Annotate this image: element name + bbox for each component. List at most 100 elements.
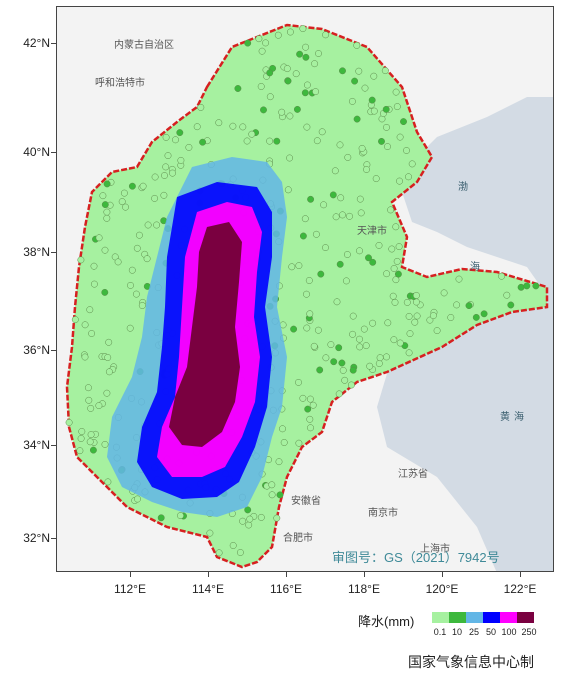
station-dot bbox=[114, 258, 122, 266]
station-dot bbox=[103, 208, 111, 216]
legend-color-bar bbox=[432, 612, 534, 623]
place-shanghai: 上海市 bbox=[420, 544, 450, 555]
station-dot bbox=[355, 67, 363, 75]
station-dot bbox=[447, 314, 455, 321]
station-dot bbox=[206, 529, 214, 537]
station-dot bbox=[279, 425, 286, 433]
station-dot bbox=[276, 491, 284, 499]
station-dot bbox=[236, 549, 244, 556]
station-dot bbox=[349, 312, 357, 320]
station-dot bbox=[160, 191, 168, 199]
station-dot bbox=[193, 123, 201, 131]
legend-tick-25: 25 bbox=[468, 627, 480, 637]
station-dot bbox=[84, 384, 92, 392]
station-dot bbox=[176, 129, 184, 137]
station-dot bbox=[143, 255, 151, 263]
station-dot bbox=[368, 96, 376, 104]
place-inner-mongolia: 内蒙古自治区 bbox=[114, 40, 174, 51]
sea-label-hai-1: 海 bbox=[470, 262, 480, 273]
lon-label-116: 116°E bbox=[270, 582, 302, 596]
station-dot bbox=[120, 189, 128, 197]
lon-tick bbox=[520, 572, 521, 577]
lat-label-32: 32°N bbox=[23, 531, 50, 545]
station-dot bbox=[339, 366, 347, 374]
station-dot bbox=[455, 275, 463, 283]
station-dot bbox=[356, 247, 363, 255]
station-dot bbox=[327, 341, 335, 349]
station-dot bbox=[197, 103, 205, 111]
lon-tick bbox=[130, 572, 131, 577]
station-dot bbox=[349, 366, 357, 374]
place-tianjin: 天津市 bbox=[357, 226, 387, 237]
station-dot bbox=[118, 198, 126, 206]
station-dot bbox=[356, 335, 363, 343]
station-dot bbox=[343, 251, 351, 258]
station-dot bbox=[433, 327, 441, 335]
lon-label-112: 112°E bbox=[114, 582, 146, 596]
station-dot bbox=[304, 405, 312, 413]
station-dot bbox=[383, 353, 390, 361]
station-dot bbox=[376, 354, 384, 362]
station-dot bbox=[103, 214, 111, 222]
station-dot bbox=[517, 283, 525, 291]
station-dot bbox=[331, 167, 339, 175]
legend-swatch-2 bbox=[466, 612, 483, 623]
station-dot bbox=[299, 232, 307, 240]
station-dot bbox=[86, 438, 94, 446]
station-dot bbox=[348, 97, 356, 105]
station-dot bbox=[244, 39, 252, 47]
station-dot bbox=[369, 319, 377, 327]
station-dot bbox=[332, 213, 340, 221]
station-dot bbox=[339, 67, 346, 75]
station-dot bbox=[357, 209, 365, 217]
station-dot bbox=[215, 119, 223, 127]
station-dot bbox=[89, 446, 97, 454]
station-dot bbox=[429, 312, 437, 320]
station-dot bbox=[229, 542, 237, 549]
zone-250 bbox=[169, 222, 242, 447]
sea-label-hai-2: 海 bbox=[514, 412, 524, 423]
station-dot bbox=[349, 330, 357, 338]
station-dot bbox=[299, 25, 307, 33]
lat-tick bbox=[51, 445, 56, 446]
station-dot bbox=[262, 39, 270, 47]
station-dot bbox=[138, 302, 146, 309]
station-dot bbox=[122, 203, 129, 211]
station-dot bbox=[396, 339, 404, 347]
station-dot bbox=[245, 521, 253, 529]
station-dot bbox=[103, 180, 111, 188]
station-dot bbox=[303, 290, 310, 298]
station-dot bbox=[336, 260, 344, 268]
station-dot bbox=[229, 122, 237, 130]
station-dot bbox=[351, 77, 359, 85]
station-dot bbox=[363, 166, 370, 173]
legend-tick-100: 100 bbox=[501, 627, 517, 637]
station-dot bbox=[132, 290, 140, 298]
station-dot bbox=[372, 175, 380, 183]
lon-tick bbox=[364, 572, 365, 577]
station-dot bbox=[310, 342, 318, 350]
legend-swatch-0 bbox=[432, 612, 449, 623]
station-dot bbox=[90, 280, 98, 288]
station-dot bbox=[322, 244, 329, 252]
station-dot bbox=[295, 439, 303, 447]
bohai-sea bbox=[397, 97, 553, 305]
station-dot bbox=[103, 389, 111, 397]
station-dot bbox=[81, 353, 89, 361]
station-dot bbox=[314, 326, 322, 334]
place-nanjing: 南京市 bbox=[368, 508, 398, 519]
lat-tick bbox=[51, 538, 56, 539]
station-dot bbox=[392, 223, 400, 231]
station-dot bbox=[133, 244, 141, 252]
station-dot bbox=[239, 123, 247, 131]
station-dot bbox=[105, 338, 113, 346]
station-dot bbox=[215, 549, 223, 557]
station-dot bbox=[128, 182, 136, 190]
legend-swatch-1 bbox=[449, 612, 466, 623]
station-dot bbox=[151, 194, 159, 202]
station-dot bbox=[77, 435, 85, 442]
station-dot bbox=[101, 440, 109, 448]
station-dot bbox=[71, 316, 79, 324]
station-dot bbox=[302, 43, 310, 51]
station-dot bbox=[353, 115, 361, 123]
